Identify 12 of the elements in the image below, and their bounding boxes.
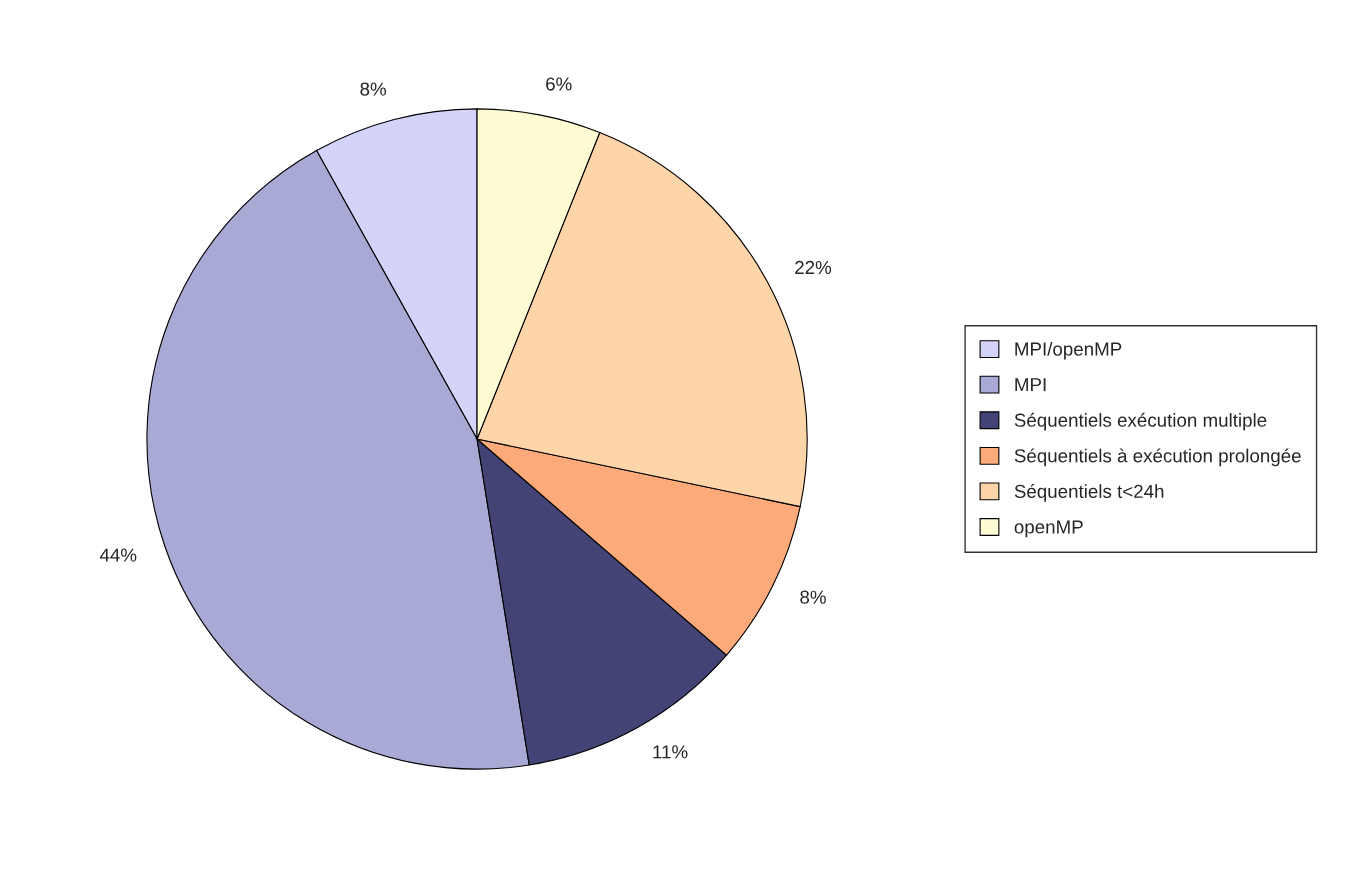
legend-label: Séquentiels t<24h [1014,484,1164,502]
data-label: 22% [795,260,832,275]
legend-label: MPI [1015,378,1046,392]
legend-label: Séquentiels à exécution prolongée [1014,448,1301,467]
legend-label: openMP [1014,520,1083,538]
legend-label: MPI/openMP [1015,341,1122,360]
data-label: 11% [653,745,688,759]
data-label: 44% [99,548,137,562]
data-label: 6% [546,77,572,91]
data-label: 8% [800,590,826,604]
data-label: 8% [360,82,387,96]
legend-label: Séquentiels exécution multiple [1014,412,1267,431]
